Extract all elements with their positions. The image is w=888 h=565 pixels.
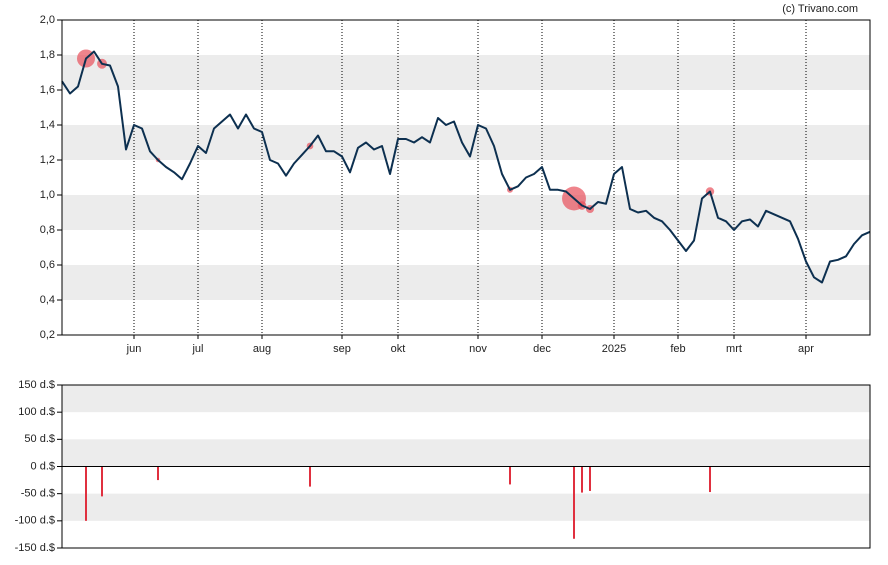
x-tick-label: okt (391, 343, 406, 355)
x-tick-label: mrt (726, 343, 742, 355)
y-tick-label: 0,6 (40, 259, 55, 271)
y-tick-label: 50 d.$ (24, 433, 55, 445)
trade-bar (573, 466, 575, 539)
y-tick-label: 1,6 (40, 84, 55, 96)
x-tick-label: 2025 (602, 343, 626, 355)
y-tick-label: 1,2 (40, 154, 55, 166)
x-tick-label: sep (333, 343, 351, 355)
y-tick-label: -100 d.$ (15, 515, 55, 527)
grid-band (62, 195, 870, 230)
grid-band (62, 493, 870, 521)
credit: (c) Trivano.com (782, 3, 858, 15)
x-tick-label: aug (253, 343, 271, 355)
x-tick-label: feb (670, 343, 685, 355)
y-tick-label: 0 d.$ (31, 460, 55, 472)
trade-bar (589, 466, 591, 491)
y-tick-label: -50 d.$ (21, 488, 55, 500)
trade-bar (85, 466, 87, 521)
x-tick-label: nov (469, 343, 487, 355)
x-tick-label: jul (191, 343, 203, 355)
trade-bar (509, 466, 511, 485)
y-tick-label: 1,4 (40, 119, 55, 131)
grid-band (62, 125, 870, 160)
x-tick-label: dec (533, 343, 551, 355)
trade-bar (709, 466, 711, 493)
trade-bar (309, 466, 311, 487)
grid-band (62, 439, 870, 467)
y-tick-label: 1,0 (40, 189, 55, 201)
y-tick-label: 0,2 (40, 329, 55, 341)
y-tick-label: 150 d.$ (18, 379, 55, 391)
grid-band (62, 55, 870, 90)
y-tick-label: 0,8 (40, 224, 55, 236)
trade-bar (581, 466, 583, 493)
y-tick-label: -150 d.$ (15, 542, 55, 554)
grid-band (62, 265, 870, 300)
plot-frame (61, 384, 871, 549)
y-tick-label: 0,4 (40, 294, 55, 306)
grid-band (62, 385, 870, 413)
y-tick-label: 100 d.$ (18, 406, 55, 418)
plot-frame (61, 19, 871, 336)
x-tick-label: apr (798, 343, 814, 355)
trade-bar (101, 466, 103, 497)
price-line (61, 50, 871, 284)
trade-bar (157, 466, 159, 481)
y-tick-label: 2,0 (40, 14, 55, 26)
y-tick-label: 1,8 (40, 49, 55, 61)
x-tick-label: jun (126, 343, 142, 355)
